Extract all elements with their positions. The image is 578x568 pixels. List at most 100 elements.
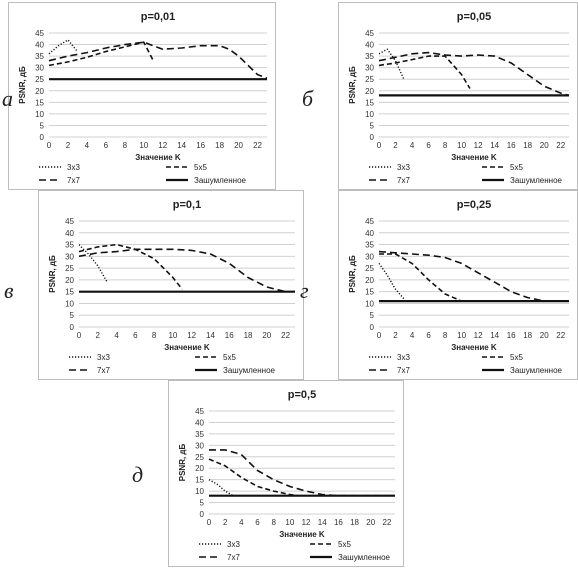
- y-tick-label: 25: [195, 453, 204, 462]
- y-tick-label: 10: [365, 110, 374, 119]
- legend-label: Зашумленное: [194, 176, 247, 185]
- x-tick-label: 20: [366, 518, 375, 527]
- y-tick-label: 30: [365, 64, 374, 73]
- y-tick-label: 15: [195, 476, 204, 485]
- x-axis-label: Значение K: [451, 343, 497, 352]
- y-tick-label: 10: [65, 299, 74, 308]
- x-tick-label: 12: [187, 331, 196, 340]
- x-tick-label: 0: [77, 331, 82, 340]
- y-axis-label: PSNR, дБ: [348, 255, 357, 293]
- x-tick-label: 2: [393, 141, 398, 150]
- y-tick-label: 5: [40, 121, 45, 130]
- x-tick-label: 6: [426, 141, 431, 150]
- x-tick-label: 4: [410, 141, 415, 150]
- x-tick-label: 4: [410, 331, 415, 340]
- legend-label: 7x7: [97, 366, 110, 375]
- series-line-1: [78, 244, 108, 283]
- y-tick-label: 0: [370, 133, 375, 142]
- x-tick-label: 14: [318, 518, 327, 527]
- x-tick-label: 20: [234, 141, 243, 150]
- chart-svg: p=0,1 0 5 10 15 20 25 30 35 40 45 0 2 4 6 8 10 12 14 16 18 20…: [48, 199, 295, 375]
- y-tick-label: 20: [195, 464, 204, 473]
- x-tick-label: 22: [253, 141, 262, 150]
- y-tick-label: 10: [35, 110, 44, 119]
- x-tick-label: 12: [474, 141, 483, 150]
- x-tick-label: 10: [457, 141, 466, 150]
- y-tick-label: 35: [195, 430, 204, 439]
- panel-letter: б: [302, 86, 314, 111]
- y-tick-label: 30: [35, 64, 44, 73]
- chart-panel-1: p=0,01 0 5 10 15 20 25 30 35 40 45 0 2 4 6 8 10 12 14 16 18 2…: [8, 2, 276, 190]
- legend-label: 7x7: [227, 553, 240, 562]
- y-tick-label: 25: [365, 264, 374, 273]
- series-line-1: [378, 48, 405, 80]
- x-tick-label: 6: [133, 331, 138, 340]
- x-tick-label: 14: [490, 331, 499, 340]
- legend-label: 3x3: [97, 353, 110, 362]
- legend-label: 7x7: [397, 176, 410, 185]
- x-axis-label: Значение K: [164, 343, 210, 352]
- legend-label: 5x5: [510, 163, 523, 172]
- series-line-3: [48, 41, 268, 79]
- y-tick-label: 5: [370, 121, 375, 130]
- series-line-2: [378, 55, 471, 89]
- x-tick-label: 10: [457, 331, 466, 340]
- y-axis-label: PSNR, дБ: [178, 444, 187, 482]
- x-tick-label: 16: [507, 141, 516, 150]
- y-tick-label: 30: [65, 252, 74, 261]
- x-tick-label: 6: [426, 331, 431, 340]
- legend-label: 5x5: [510, 353, 523, 362]
- legend-label: 3x3: [397, 163, 410, 172]
- x-tick-label: 8: [152, 331, 157, 340]
- legend-label: 5x5: [338, 540, 351, 549]
- y-tick-label: 5: [70, 311, 75, 320]
- y-tick-label: 35: [365, 241, 374, 250]
- legend-label: 7x7: [67, 176, 80, 185]
- legend-label: Зашумленное: [510, 366, 563, 375]
- x-tick-label: 10: [285, 518, 294, 527]
- y-tick-label: 20: [35, 87, 44, 96]
- y-tick-label: 45: [365, 29, 374, 38]
- x-tick-label: 14: [206, 331, 215, 340]
- y-tick-label: 35: [365, 52, 374, 61]
- y-tick-label: 45: [195, 407, 204, 416]
- x-tick-label: 0: [377, 331, 382, 340]
- y-tick-label: 45: [65, 217, 74, 226]
- chart-panel-3: p=0,1 0 5 10 15 20 25 30 35 40 45 0 2 4 6 8 10 12 14 16 18 20…: [38, 190, 304, 380]
- x-axis-label: Значение K: [279, 530, 325, 539]
- y-tick-label: 25: [35, 75, 44, 84]
- x-tick-label: 16: [196, 141, 205, 150]
- y-tick-label: 0: [370, 323, 375, 332]
- series-line-1: [48, 39, 78, 55]
- series-line-2: [48, 41, 155, 67]
- x-tick-label: 22: [556, 331, 565, 340]
- x-tick-label: 6: [104, 141, 109, 150]
- x-tick-label: 22: [281, 331, 290, 340]
- y-tick-label: 40: [365, 229, 374, 238]
- x-axis-label: Значение K: [135, 153, 181, 162]
- x-tick-label: 2: [96, 331, 101, 340]
- y-axis-label: PSNR, дБ: [18, 66, 27, 104]
- legend-label: Зашумленное: [338, 553, 391, 562]
- y-tick-label: 15: [365, 288, 374, 297]
- y-tick-label: 45: [35, 29, 44, 38]
- legend-label: 3x3: [397, 353, 410, 362]
- series-line-2: [208, 458, 299, 497]
- y-tick-label: 10: [195, 487, 204, 496]
- x-tick-label: 6: [255, 518, 260, 527]
- x-tick-label: 8: [271, 518, 276, 527]
- x-tick-label: 10: [139, 141, 148, 150]
- y-tick-label: 15: [65, 288, 74, 297]
- x-tick-label: 22: [382, 518, 391, 527]
- x-tick-label: 2: [223, 518, 228, 527]
- chart-panel-4: p=0,25 0 5 10 15 20 25 30 35 40 45 0 2 4 6 8 10 12 14 16 18 2…: [338, 190, 578, 380]
- chart-title: p=0,1: [173, 199, 201, 211]
- legend-label: 5x5: [223, 353, 236, 362]
- x-tick-label: 4: [239, 518, 244, 527]
- x-tick-label: 20: [262, 331, 271, 340]
- panel-letter: а: [2, 86, 13, 111]
- panel-letter: г: [300, 278, 309, 303]
- x-tick-label: 0: [47, 141, 52, 150]
- y-tick-label: 10: [365, 299, 374, 308]
- x-tick-label: 14: [490, 141, 499, 150]
